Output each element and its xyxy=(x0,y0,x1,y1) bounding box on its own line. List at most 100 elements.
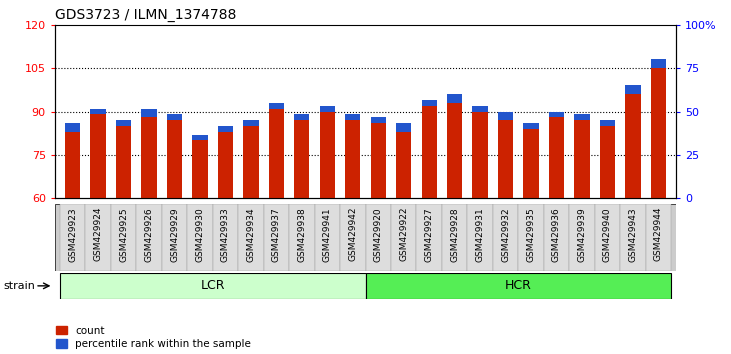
Bar xyxy=(65,132,80,198)
Bar xyxy=(319,106,335,112)
Bar xyxy=(575,120,590,198)
Bar xyxy=(192,141,208,198)
Bar xyxy=(651,68,666,198)
Bar xyxy=(447,94,462,103)
Bar xyxy=(523,129,539,198)
Bar xyxy=(422,100,437,106)
Bar xyxy=(319,112,335,198)
Bar xyxy=(498,120,513,198)
Text: LCR: LCR xyxy=(200,279,225,292)
Bar xyxy=(625,86,640,94)
Bar xyxy=(86,204,111,271)
Bar xyxy=(65,123,80,132)
Bar xyxy=(645,204,671,271)
Bar xyxy=(116,120,132,126)
Bar xyxy=(238,204,264,271)
Bar xyxy=(213,204,238,271)
Text: GSM429940: GSM429940 xyxy=(603,207,612,262)
Text: GSM429922: GSM429922 xyxy=(399,207,408,261)
Bar xyxy=(396,132,412,198)
Text: GSM429928: GSM429928 xyxy=(450,207,459,262)
Bar xyxy=(595,204,620,271)
Bar xyxy=(340,204,366,271)
Text: GSM429936: GSM429936 xyxy=(552,207,561,262)
Bar xyxy=(391,204,417,271)
Bar xyxy=(218,132,233,198)
Bar xyxy=(162,204,187,271)
Bar xyxy=(187,204,213,271)
Bar xyxy=(366,273,671,299)
Bar xyxy=(472,112,488,198)
Bar xyxy=(243,126,259,198)
Bar xyxy=(60,204,86,271)
Bar xyxy=(569,204,595,271)
Text: GSM429925: GSM429925 xyxy=(119,207,128,262)
Bar xyxy=(91,114,106,198)
Bar xyxy=(294,120,309,198)
Bar xyxy=(422,106,437,198)
Bar xyxy=(141,109,156,117)
Bar xyxy=(167,120,182,198)
Bar xyxy=(651,59,666,68)
Text: GSM429923: GSM429923 xyxy=(68,207,77,262)
Bar xyxy=(371,123,386,198)
Bar xyxy=(467,204,493,271)
Text: GSM429939: GSM429939 xyxy=(577,207,586,262)
Bar xyxy=(493,204,518,271)
Bar xyxy=(472,106,488,112)
Bar xyxy=(396,123,412,132)
Bar xyxy=(549,117,564,198)
Text: GSM429938: GSM429938 xyxy=(298,207,306,262)
Text: strain: strain xyxy=(4,281,36,291)
Bar xyxy=(289,204,314,271)
Text: GSM429933: GSM429933 xyxy=(221,207,230,262)
Text: GSM429935: GSM429935 xyxy=(526,207,536,262)
Bar xyxy=(218,126,233,132)
Bar xyxy=(167,114,182,120)
Text: GSM429944: GSM429944 xyxy=(654,207,663,261)
Text: GSM429941: GSM429941 xyxy=(323,207,332,262)
Bar xyxy=(599,126,615,198)
Bar xyxy=(116,126,132,198)
Bar xyxy=(91,109,106,114)
Bar xyxy=(447,103,462,198)
Text: GSM429924: GSM429924 xyxy=(94,207,102,261)
Text: GSM429937: GSM429937 xyxy=(272,207,281,262)
Bar xyxy=(599,120,615,126)
Text: GSM429934: GSM429934 xyxy=(246,207,255,262)
Bar xyxy=(366,204,391,271)
Bar xyxy=(269,109,284,198)
Text: GSM429926: GSM429926 xyxy=(145,207,154,262)
Bar xyxy=(136,204,162,271)
Bar xyxy=(243,120,259,126)
Bar xyxy=(620,204,645,271)
Legend: count, percentile rank within the sample: count, percentile rank within the sample xyxy=(56,326,251,349)
Text: GSM429942: GSM429942 xyxy=(348,207,357,261)
Text: GSM429930: GSM429930 xyxy=(195,207,205,262)
Bar xyxy=(345,114,360,120)
Bar xyxy=(141,117,156,198)
Bar xyxy=(60,273,366,299)
Text: GSM429929: GSM429929 xyxy=(170,207,179,262)
Bar xyxy=(264,204,289,271)
Bar xyxy=(498,112,513,120)
Bar xyxy=(111,204,136,271)
Text: GSM429927: GSM429927 xyxy=(425,207,433,262)
Bar xyxy=(544,204,569,271)
Bar xyxy=(625,94,640,198)
Text: GDS3723 / ILMN_1374788: GDS3723 / ILMN_1374788 xyxy=(55,8,236,22)
Bar xyxy=(345,120,360,198)
Bar xyxy=(417,204,442,271)
Bar xyxy=(269,103,284,109)
Bar xyxy=(192,135,208,141)
Bar xyxy=(518,204,544,271)
Bar xyxy=(314,204,340,271)
Text: GSM429943: GSM429943 xyxy=(629,207,637,262)
Bar xyxy=(523,123,539,129)
Bar xyxy=(294,114,309,120)
Text: HCR: HCR xyxy=(505,279,531,292)
Text: GSM429920: GSM429920 xyxy=(374,207,383,262)
Bar xyxy=(575,114,590,120)
Text: GSM429932: GSM429932 xyxy=(501,207,510,262)
Bar xyxy=(442,204,467,271)
